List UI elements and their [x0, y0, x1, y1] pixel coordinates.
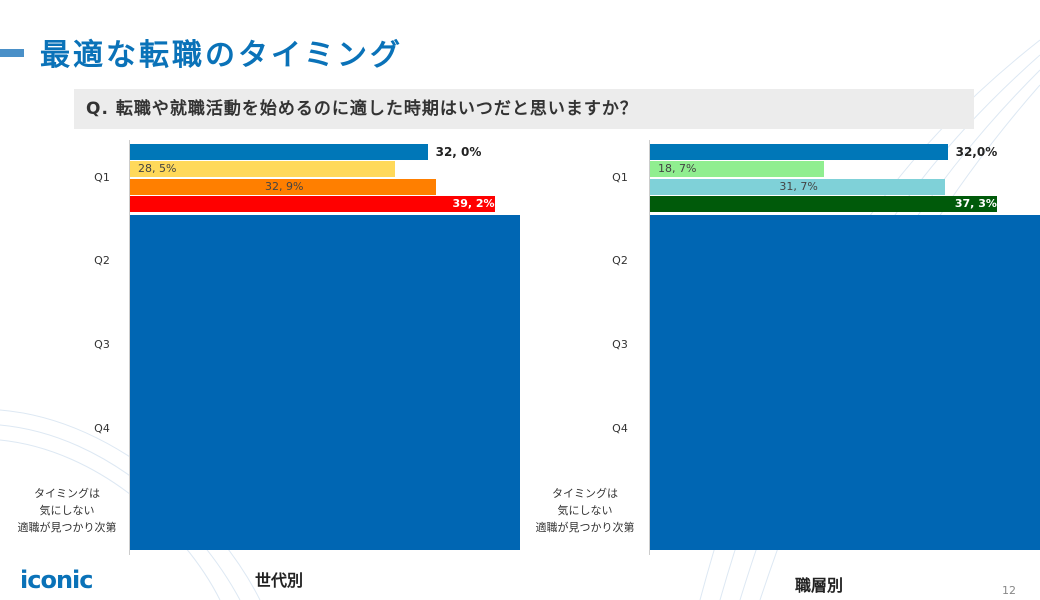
chart-title-position: 職層別 [795, 576, 844, 595]
category-label: Q4 [612, 422, 628, 435]
bar-全体 [130, 144, 428, 160]
category-label: タイミングは [34, 487, 100, 500]
category-label: 気にしない [557, 504, 613, 517]
data-label: 18, 7% [658, 162, 697, 175]
category-label: Q3 [612, 338, 628, 351]
category-label: Q2 [612, 254, 628, 267]
category-label: タイミングは [552, 487, 618, 500]
bar-series4 [130, 196, 495, 212]
category-label: 適職が見つかり次第 [535, 521, 635, 534]
bar-全体 [650, 144, 948, 160]
data-label: 32,0% [955, 145, 998, 159]
data-label: 32, 0% [435, 145, 482, 159]
data-label: 28, 5% [138, 162, 177, 175]
question-banner: Q. 転職や就職活動を始めるのに適した時期はいつだと思いますか？ [74, 89, 974, 129]
data-label: 31, 7% [779, 180, 818, 193]
bar-series2 [130, 161, 396, 177]
bar-series2 [650, 161, 824, 177]
chart-axis [649, 140, 650, 555]
title-accent-bar [0, 49, 24, 57]
bar-series3 [130, 179, 436, 195]
data-label: 32, 9% [264, 180, 304, 193]
overlay-bar-block [130, 215, 520, 550]
category-label: 気にしない [39, 504, 95, 517]
overlay-bar-block [650, 215, 1040, 550]
chart-title-generation: 世代別 [255, 571, 304, 590]
category-label: Q2 [94, 254, 110, 267]
bar-series3 [650, 179, 945, 195]
category-label: Q3 [94, 338, 110, 351]
bar-series4 [650, 196, 997, 212]
page-number: 12 [1002, 584, 1016, 597]
page-title: 最適な転職のタイミング [40, 38, 403, 73]
chart-axis [129, 140, 130, 555]
data-label: 37, 3% [954, 197, 997, 210]
category-label: Q1 [94, 171, 110, 184]
category-label: Q1 [612, 171, 628, 184]
data-label: 39, 2% [452, 197, 495, 210]
category-label: 適職が見つかり次第 [17, 521, 117, 534]
category-label: Q4 [94, 422, 110, 435]
iconic-logo: iconic [20, 566, 93, 594]
